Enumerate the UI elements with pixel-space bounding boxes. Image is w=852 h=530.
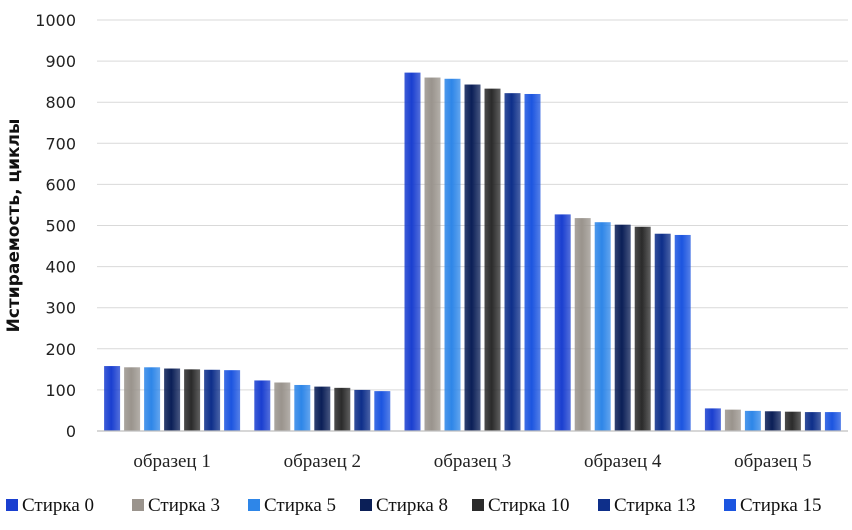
legend-entry: Стирка 10 (488, 495, 570, 516)
y-tick-label: 400 (45, 258, 76, 277)
x-category-label: образец 3 (434, 451, 511, 472)
bar-2-3 (294, 384, 311, 431)
legend-entry: Стирка 5 (264, 495, 336, 516)
bar-3-1 (404, 72, 421, 431)
x-category-label: образец 2 (284, 451, 361, 472)
y-tick-label: 300 (45, 299, 76, 318)
legend-swatch (724, 499, 736, 511)
bar-5-7 (824, 412, 841, 431)
bar-5-1 (704, 408, 721, 431)
legend-swatch (360, 499, 372, 511)
y-axis-ticks: 0 100 200 300 400 500 600 700 800 900 1000 (35, 11, 76, 441)
y-tick-label: 100 (45, 381, 76, 400)
bar-4-1 (554, 214, 571, 431)
bar-5-3 (744, 410, 761, 431)
bar-1-4 (164, 368, 181, 431)
bar-1-6 (204, 369, 221, 431)
bar-3-3 (444, 78, 461, 431)
bar-4-3 (594, 222, 611, 431)
y-tick-label: 1000 (35, 11, 76, 30)
bar-5-2 (724, 409, 741, 431)
bar-1-1 (104, 366, 121, 431)
bar-4-5 (634, 226, 651, 431)
legend-swatch (6, 499, 18, 511)
bar-1-3 (144, 367, 161, 431)
x-category-label: образец 1 (133, 451, 210, 472)
y-tick-label: 0 (66, 422, 76, 441)
y-tick-label: 500 (45, 217, 76, 236)
bar-5-4 (764, 411, 781, 431)
bar-3-5 (484, 88, 501, 432)
bar-4-2 (574, 218, 591, 431)
legend-entry: Стирка 0 (22, 495, 94, 516)
bar-2-6 (354, 389, 371, 431)
bar-5-5 (784, 411, 801, 431)
y-tick-label: 900 (45, 52, 76, 71)
bar-1-5 (184, 369, 201, 431)
legend-swatch (132, 499, 144, 511)
bar-2-5 (334, 387, 351, 431)
y-tick-label: 700 (45, 134, 76, 153)
bar-2-2 (274, 382, 291, 431)
y-axis-label: Истираемость, циклы (4, 119, 24, 333)
y-tick-label: 600 (45, 175, 76, 194)
x-category-label: образец 4 (584, 451, 662, 472)
legend-entry: Стирка 3 (148, 495, 220, 516)
bar-2-1 (254, 380, 271, 431)
bar-1-7 (224, 370, 241, 431)
legend: Стирка 0 Стирка 3 Стирка 5 Стирка 8 Стирка 1… (6, 495, 822, 516)
bar-3-4 (464, 84, 481, 431)
bar-4-4 (614, 224, 631, 431)
x-axis: образец 1 образец 2 образец 3 образец 4 обра… (97, 430, 848, 472)
bar-3-2 (424, 77, 441, 431)
bar-3-6 (504, 93, 521, 432)
bar-4-6 (654, 233, 671, 431)
legend-swatch (472, 499, 484, 511)
x-category-label: образец 5 (734, 451, 811, 472)
y-tick-label: 200 (45, 340, 76, 359)
bar-5-6 (804, 412, 821, 431)
legend-entry: Стирка 15 (740, 495, 822, 516)
legend-entry: Стирка 13 (614, 495, 696, 516)
bars (104, 72, 841, 432)
y-tick-label: 800 (45, 93, 76, 112)
bar-3-7 (524, 93, 541, 431)
bar-4-7 (674, 234, 691, 431)
legend-entry: Стирка 8 (376, 495, 448, 516)
bar-2-4 (314, 386, 331, 431)
legend-swatch (248, 499, 260, 511)
legend-swatch (598, 499, 610, 511)
bar-2-7 (374, 391, 391, 431)
bar-1-2 (124, 367, 141, 431)
